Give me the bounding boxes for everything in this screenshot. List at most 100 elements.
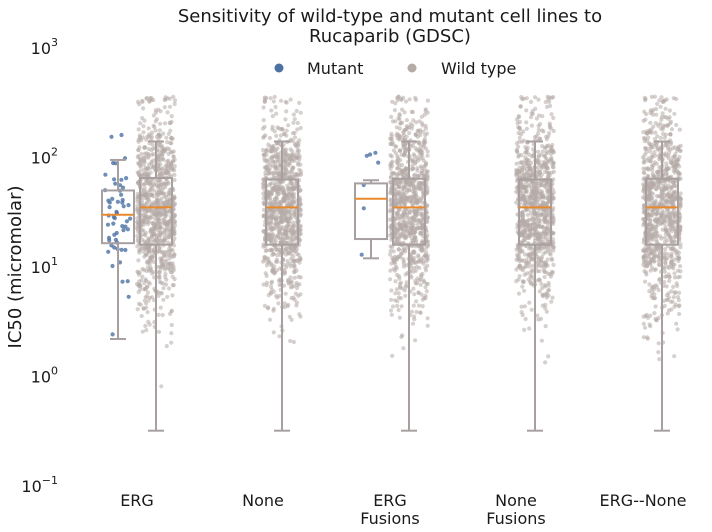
wild-type-point	[388, 244, 393, 249]
wild-type-point	[283, 240, 288, 245]
wild-type-point	[648, 268, 653, 273]
wild-type-point	[517, 127, 523, 132]
wild-type-point	[529, 154, 535, 159]
mutant-point	[126, 294, 131, 299]
wild-type-point	[519, 132, 524, 137]
wild-type-point	[275, 153, 280, 158]
wild-type-point	[519, 228, 524, 233]
wild-type-point	[424, 254, 429, 259]
wild-type-point	[141, 106, 146, 111]
wild-type-point	[392, 254, 397, 259]
wild-type-point	[409, 220, 414, 225]
wild-type-point	[274, 187, 279, 192]
wild-type-point	[289, 279, 294, 284]
mutant-point	[107, 205, 112, 210]
wild-type-point	[394, 272, 400, 278]
wild-type-point	[152, 226, 157, 231]
wild-type-point	[674, 321, 679, 326]
wild-type-point	[647, 282, 652, 287]
wild-type-point	[272, 197, 277, 202]
wild-type-point	[539, 166, 544, 171]
wild-type-point	[649, 195, 654, 200]
wild-type-point	[156, 163, 161, 168]
wild-type-point	[298, 162, 303, 167]
wild-type-point	[393, 101, 398, 106]
mutant-point	[123, 247, 128, 253]
wild-type-point	[642, 171, 647, 176]
mutant-point	[110, 196, 115, 201]
wild-type-point	[661, 98, 666, 103]
wild-type-point	[172, 101, 177, 107]
wild-type-point	[292, 117, 297, 122]
wild-type-point	[135, 155, 140, 160]
wild-type-point	[157, 128, 162, 133]
wild-type-point	[419, 114, 424, 119]
wild-type-point	[403, 223, 408, 228]
mutant-point	[124, 176, 129, 181]
wild-type-point	[647, 252, 653, 257]
wild-type-point	[521, 288, 527, 293]
wild-type-point	[527, 270, 532, 275]
wild-type-point	[389, 288, 394, 293]
wild-type-point	[401, 135, 406, 141]
wild-type-point	[544, 134, 549, 139]
wild-type-point	[521, 280, 526, 285]
wild-type-point	[393, 187, 398, 192]
wild-type-point	[663, 224, 668, 229]
wild-type-point	[292, 158, 297, 163]
wild-type-point	[170, 293, 175, 298]
wild-type-point	[525, 158, 530, 163]
wild-type-point	[418, 144, 423, 149]
wild-type-point	[551, 262, 556, 267]
wild-type-point	[670, 247, 676, 252]
wild-type-point	[160, 144, 165, 149]
wild-type-point	[146, 248, 151, 253]
wild-type-point	[394, 125, 399, 130]
wild-type-point	[670, 155, 676, 160]
wild-type-point	[410, 321, 416, 326]
wild-type-point	[660, 111, 665, 116]
wild-type-point	[149, 148, 154, 153]
wild-type-point	[281, 187, 286, 192]
wild-type-point	[407, 224, 412, 229]
wild-type-point	[156, 192, 161, 197]
wild-type-point	[546, 287, 552, 293]
wild-type-point	[536, 113, 542, 118]
wild-type-point	[547, 95, 552, 100]
wild-type-point	[148, 265, 153, 270]
wild-type-point	[514, 161, 519, 166]
wild-type-point	[290, 284, 295, 289]
wild-type-point	[537, 171, 542, 176]
wild-type-point	[410, 200, 415, 205]
wild-type-point	[271, 330, 276, 335]
mutant-point	[373, 150, 378, 155]
wild-type-point	[137, 270, 142, 275]
wild-type-point	[404, 280, 409, 285]
wild-type-point	[649, 190, 654, 195]
wild-type-point	[169, 322, 174, 328]
wild-type-point	[137, 250, 142, 255]
wild-type-point	[523, 145, 528, 150]
wild-type-point	[145, 290, 150, 295]
wild-type-point	[270, 186, 275, 191]
wild-type-point	[653, 142, 658, 147]
wild-type-point	[676, 170, 681, 175]
wild-type-point	[526, 184, 531, 189]
wild-type-point	[294, 108, 299, 114]
wild-type-point	[269, 279, 275, 284]
wild-type-point	[523, 228, 528, 233]
wild-type-point	[158, 305, 163, 310]
wild-type-point	[423, 108, 428, 113]
wild-type-point	[294, 300, 299, 305]
wild-type-point	[539, 192, 544, 197]
wild-type-point	[263, 248, 268, 253]
wild-type-point	[292, 185, 297, 190]
wild-type-point	[677, 290, 682, 295]
legend-marker-wild-type	[407, 63, 417, 73]
wild-type-point	[669, 127, 675, 132]
wild-type-point	[278, 133, 283, 138]
wild-type-point	[641, 160, 646, 165]
wild-type-point	[148, 170, 153, 175]
wild-type-point	[522, 252, 528, 257]
wild-type-point	[545, 166, 551, 171]
